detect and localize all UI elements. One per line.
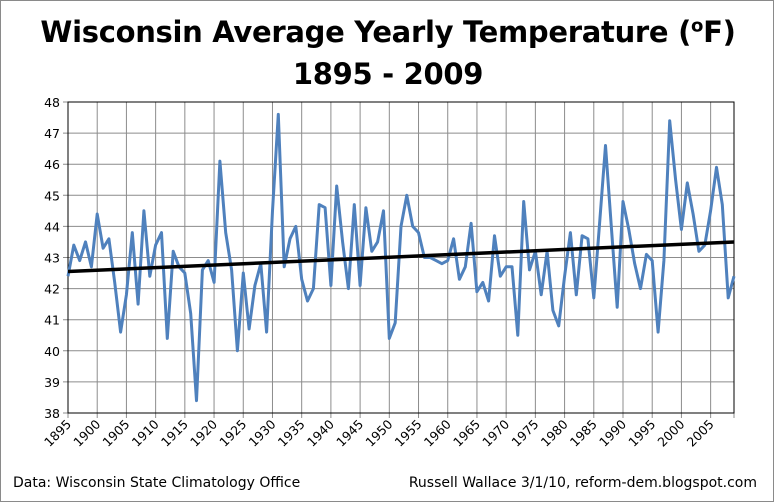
x-tick-label: 1920	[187, 416, 220, 449]
chart-title-line1: Wisconsin Average Yearly Temperature (oF…	[1, 15, 773, 49]
data-source-note: Data: Wisconsin State Climatology Office	[13, 475, 301, 491]
y-tick-label: 47	[44, 126, 60, 141]
author-credit: Russell Wallace 3/1/10, reform-dem.blogs…	[408, 475, 757, 491]
x-tick-label: 1965	[450, 417, 483, 450]
x-tick-label: 1980	[538, 416, 571, 449]
x-tick-label: 2000	[654, 416, 687, 449]
chart-title-line2: 1895 - 2009	[292, 57, 484, 91]
y-tick-label: 48	[44, 95, 60, 110]
x-tick-label: 1975	[508, 417, 541, 450]
y-tick-label: 41	[44, 313, 60, 328]
y-tick-label: 45	[44, 188, 60, 203]
x-tick-label: 1900	[70, 416, 103, 449]
x-tick-label: 1940	[304, 416, 337, 449]
x-tick-label: 1970	[479, 416, 512, 449]
y-tick-label: 42	[44, 282, 60, 297]
x-tick-label: 1935	[275, 417, 308, 450]
plot-area-border	[67, 101, 735, 414]
x-tick-label: 1995	[625, 417, 658, 450]
title-text: Wisconsin Average Yearly Temperature (	[40, 15, 692, 49]
x-tick-label: 1910	[129, 416, 162, 449]
title-degree-sup: o	[691, 15, 704, 37]
title-unit: F)	[703, 15, 736, 49]
x-tick-label: 1945	[333, 417, 366, 450]
y-tick-label: 39	[44, 375, 60, 390]
trend-line	[67, 240, 735, 274]
x-tick-label: 1930	[245, 416, 278, 449]
y-tick-label: 44	[44, 219, 60, 234]
x-tick-label: 1925	[216, 417, 249, 450]
x-tick-label: 1915	[158, 417, 191, 450]
y-tick-label: 40	[44, 344, 60, 359]
y-tick-label: 43	[44, 251, 60, 266]
x-tick-label: 1960	[421, 416, 454, 449]
x-tick-label: 1905	[99, 417, 132, 450]
x-tick-label: 2005	[684, 417, 717, 450]
x-tick-label: 1895	[41, 417, 74, 450]
y-tick-label: 46	[44, 157, 60, 172]
y-tick-label: 38	[44, 406, 60, 421]
x-tick-label: 1990	[596, 416, 629, 449]
x-tick-label: 1950	[362, 416, 395, 449]
x-tick-label: 1985	[567, 417, 600, 450]
x-tick-label: 1955	[392, 417, 425, 450]
